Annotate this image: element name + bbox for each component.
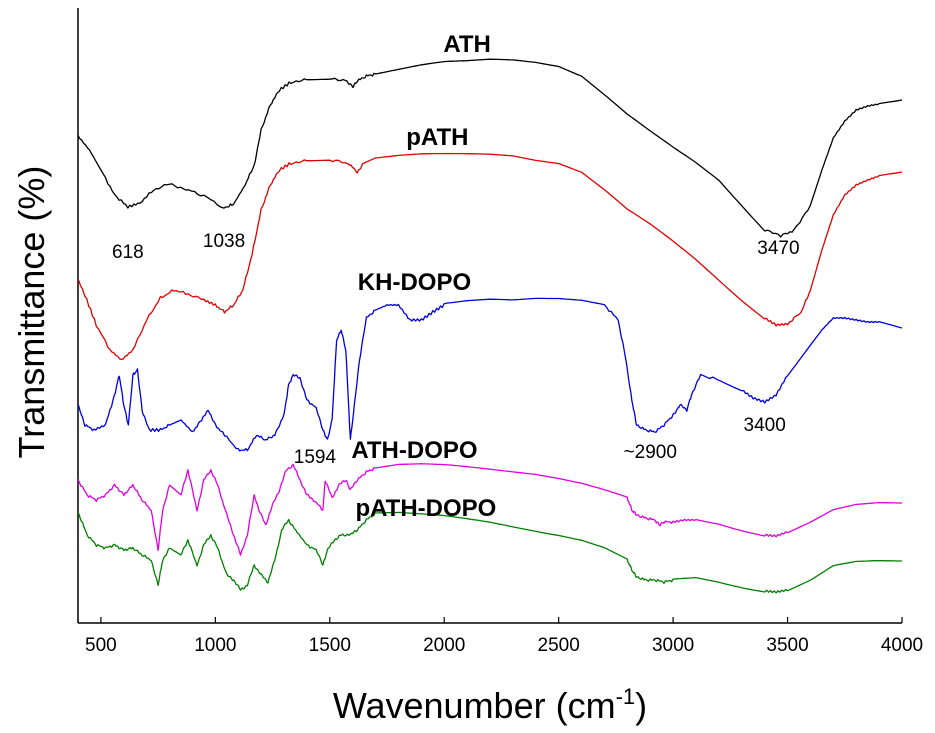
x-tick-label: 2000 <box>423 635 465 656</box>
x-tick-label: 4000 <box>881 635 923 656</box>
x-tick-label: 3500 <box>766 635 808 656</box>
peak-label: 3470 <box>757 238 799 259</box>
peak-label: 618 <box>112 242 144 263</box>
peak-label: 3400 <box>744 415 786 436</box>
series-label: ATH <box>443 31 491 58</box>
x-axis-title: Wavenumber (cm-1) <box>333 684 647 726</box>
x-tick-label: 1500 <box>309 635 351 656</box>
chart-annotations: ATH pATH KH-DOPO ATH-DOPO pATH-DOPO 618 1038 34… <box>112 31 799 522</box>
series-line-path-dopo <box>77 511 902 594</box>
peak-label: ~2900 <box>624 442 677 463</box>
peak-label: 1038 <box>203 231 245 252</box>
series-line-kh-dopo <box>77 297 903 452</box>
y-axis-title: Transmittance (%) <box>11 166 52 459</box>
x-tick-label: 3000 <box>652 635 694 656</box>
series-line-path <box>77 152 903 361</box>
chart-traces <box>77 58 903 594</box>
x-tick-label: 1000 <box>194 635 236 656</box>
peak-label: 1594 <box>294 447 337 468</box>
chart-axes: 500 1000 1500 2000 2500 3000 3500 4000 <box>77 8 923 656</box>
x-axis-title-main: Wavenumber (cm <box>333 685 616 726</box>
x-axis-title-superscript: -1 <box>616 684 636 709</box>
series-line-ath <box>77 58 903 238</box>
series-label: pATH <box>406 124 468 151</box>
series-line-ath-dopo <box>77 463 902 556</box>
x-axis-title-close: ) <box>635 685 647 726</box>
series-label: ATH-DOPO <box>351 437 477 464</box>
series-label: pATH-DOPO <box>355 495 496 522</box>
x-tick-label: 500 <box>85 635 117 656</box>
x-tick-label: 2500 <box>538 635 580 656</box>
series-label: KH-DOPO <box>358 269 471 296</box>
